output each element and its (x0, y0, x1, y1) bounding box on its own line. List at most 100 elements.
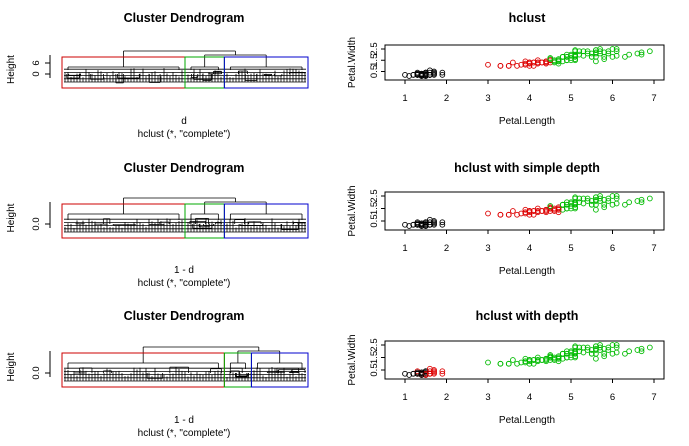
scatter-ytick-label: 2.5 (369, 338, 380, 351)
scatter-point (514, 360, 520, 367)
scatter-point (514, 211, 520, 218)
dendrogram-branches (64, 346, 306, 382)
dendrogram-xlabel: 1 - d (174, 265, 194, 276)
scatter-point (534, 354, 541, 361)
scatter-point (427, 370, 433, 377)
dendrogram-panel-2: Cluster Dendrogram Height 0.0 1 - d hclust (… (6, 161, 309, 289)
scatter-ytick-label: 0.5 (369, 214, 380, 227)
scatter-point (510, 208, 516, 214)
scatter-point (584, 195, 591, 202)
scatter-xtick-label: 7 (651, 93, 656, 104)
dendrogram-ylabel: Height (6, 203, 17, 232)
scatter-xtick-label: 1 (402, 392, 407, 403)
scatter-point (576, 51, 583, 58)
scatter-point (497, 211, 504, 218)
scatter-point (439, 69, 446, 76)
scatter-point (559, 201, 566, 208)
scatter-point (534, 357, 541, 363)
scatter-xtick-label: 5 (568, 392, 573, 403)
scatter-xtick-label: 6 (610, 243, 615, 254)
scatter-point (422, 221, 429, 228)
dendrogram-subtitle: hclust (*, "complete") (138, 428, 231, 439)
scatter-points (402, 193, 653, 229)
scatter-point (601, 350, 608, 357)
scatter-point (638, 49, 645, 56)
scatter-point (418, 221, 425, 228)
scatter-xtick-label: 3 (485, 392, 490, 403)
scatter-xtick-label: 2 (444, 392, 449, 403)
scatter-point (576, 348, 583, 355)
scatter-point (539, 357, 545, 363)
scatter-point (547, 352, 554, 358)
scatter-plot-box (384, 191, 665, 231)
scatter-point (439, 370, 446, 377)
cluster-rect-3 (223, 203, 309, 239)
scatter-point (613, 46, 620, 52)
scatter-title: hclust with simple depth (454, 161, 600, 175)
scatter-point (593, 58, 599, 65)
dendrogram-panel-1: Cluster Dendrogram Height 0 6 d hclust (*, "c… (6, 11, 309, 140)
scatter-point (626, 348, 632, 355)
scatter-point (539, 208, 545, 214)
scatter-xlabel: Petal.Length (499, 415, 555, 426)
scatter-point (646, 344, 653, 351)
scatter-point (402, 221, 408, 228)
scatter-point (588, 54, 595, 60)
scatter-point (588, 201, 595, 208)
dendrogram-xlabel: d (181, 116, 187, 127)
scatter-plot-box (384, 44, 665, 81)
scatter-point (613, 342, 620, 348)
scatter-point (485, 210, 491, 217)
dendrogram-title: Cluster Dendrogram (124, 309, 245, 323)
scatter-point (530, 63, 537, 69)
scatter-point (505, 360, 512, 367)
scatter-point (584, 48, 591, 55)
scatter-point (534, 205, 541, 212)
scatter-point (530, 211, 537, 218)
scatter-point (601, 204, 608, 211)
scatter-point (593, 206, 599, 213)
scatter-point (584, 347, 591, 353)
scatter-point (534, 59, 541, 66)
scatter-ytick-label: 1.5 (369, 351, 380, 364)
scatter-point (555, 60, 562, 67)
scatter-point (439, 368, 446, 375)
scatter-panel-3: hclust with depth 1 2 3 4 5 6 7 0.51.52.5 Petal.L… (347, 309, 665, 426)
scatter-point (646, 48, 653, 55)
scatter-point (605, 344, 612, 351)
scatter-xtick-label: 4 (527, 243, 532, 254)
scatter-point (427, 69, 433, 76)
scatter-point (431, 221, 437, 228)
scatter-xtick-label: 4 (527, 392, 532, 403)
scatter-point (638, 51, 645, 58)
scatter-point (622, 201, 628, 208)
scatter-point (638, 196, 645, 203)
scatter-point (622, 54, 628, 60)
scatter-point (505, 63, 512, 69)
scatter-point (601, 201, 608, 208)
scatter-point (605, 48, 612, 55)
scatter-point (530, 360, 537, 367)
scatter-point (597, 46, 603, 52)
scatter-point (638, 199, 645, 206)
scatter-point (593, 49, 599, 56)
scatter-xtick-label: 7 (651, 243, 656, 254)
scatter-point (613, 195, 620, 202)
scatter-point (626, 199, 632, 206)
dendrogram-ytick-label: 0 (31, 71, 42, 76)
scatter-xtick-label: 1 (402, 243, 407, 254)
scatter-point (597, 193, 603, 199)
scatter-point (427, 221, 433, 228)
scatter-point (601, 56, 608, 62)
scatter-point (530, 59, 537, 66)
scatter-point (497, 63, 504, 69)
scatter-xtick-label: 3 (485, 243, 490, 254)
scatter-point (622, 350, 628, 357)
scatter-point (605, 195, 612, 202)
scatter-point (638, 345, 645, 352)
scatter-point (580, 344, 587, 351)
scatter-ytick-label: 2.5 (369, 189, 380, 202)
scatter-point (613, 48, 620, 55)
scatter-point (584, 198, 591, 204)
scatter-point (547, 203, 554, 209)
